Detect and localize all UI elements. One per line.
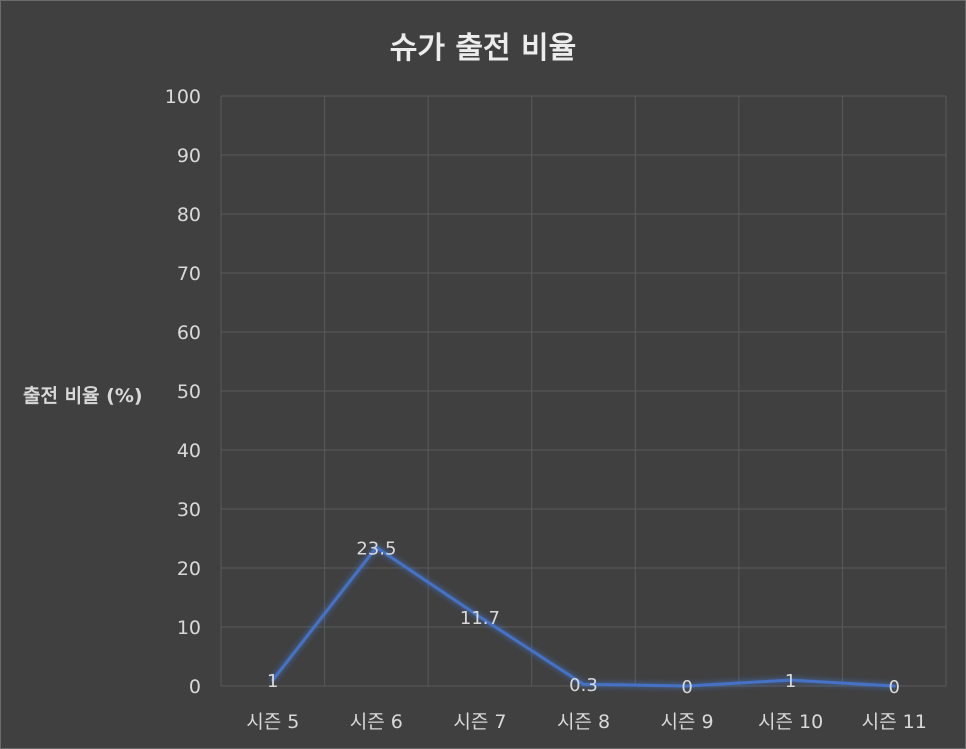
- data-label: 11.7: [460, 608, 500, 629]
- y-tick-label: 80: [177, 204, 201, 226]
- x-tick-label: 시즌 9: [661, 711, 714, 733]
- data-point: [685, 684, 689, 688]
- data-label: 23.5: [356, 538, 396, 559]
- x-tick-label: 시즌 11: [862, 711, 927, 733]
- y-tick-label: 100: [165, 86, 201, 108]
- data-point: [478, 615, 482, 619]
- data-labels: 1 23.5 11.7 0.3 0 1 0: [267, 538, 900, 698]
- data-point: [271, 678, 275, 682]
- data-point: [374, 545, 378, 549]
- data-label: 1: [267, 671, 278, 692]
- chart-title: 슈가 출전 비율: [389, 31, 577, 66]
- data-point: [582, 682, 585, 686]
- x-tick-label: 시즌 5: [246, 711, 299, 733]
- y-tick-label: 30: [177, 499, 201, 521]
- data-label: 0.3: [569, 675, 598, 696]
- gridlines: [220, 95, 947, 687]
- data-label: 0: [681, 677, 692, 698]
- x-tick-label: 시즌 7: [453, 711, 506, 733]
- x-tick-label: 시즌 8: [557, 711, 610, 733]
- data-point: [789, 678, 793, 682]
- y-tick-label: 90: [177, 145, 201, 167]
- y-tick-label: 40: [177, 440, 201, 462]
- y-tick-label: 50: [177, 381, 201, 403]
- y-tick-label: 60: [177, 322, 201, 344]
- x-tick-label: 시즌 6: [350, 711, 403, 733]
- x-axis-ticks: 시즌 5 시즌 6 시즌 7 시즌 8 시즌 9 시즌 10 시즌 11: [246, 711, 927, 733]
- y-axis-title: 출전 비율 (%): [23, 385, 143, 407]
- y-axis-ticks: 0 10 20 30 40 50 60 70 80 90 100: [165, 86, 201, 698]
- series-layer: [271, 545, 896, 688]
- x-tick-label: 시즌 10: [758, 711, 823, 733]
- y-tick-label: 0: [189, 676, 201, 698]
- y-tick-label: 20: [177, 558, 201, 580]
- data-label: 0: [888, 677, 899, 698]
- y-tick-label: 70: [177, 263, 201, 285]
- data-point: [892, 684, 896, 688]
- data-label: 1: [785, 671, 796, 692]
- y-tick-label: 10: [177, 617, 201, 639]
